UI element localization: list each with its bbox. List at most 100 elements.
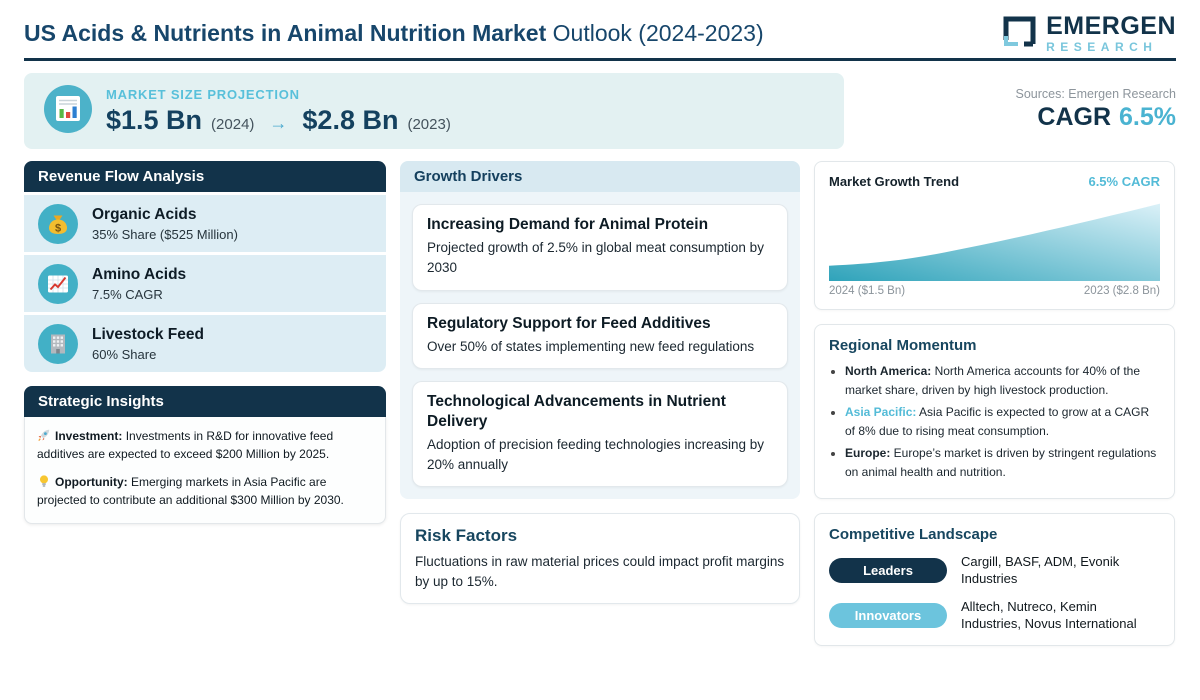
driver-card-animal-protein: Increasing Demand for Animal Protein Pro…: [412, 204, 788, 291]
driver-heading: Increasing Demand for Animal Protein: [427, 216, 709, 233]
innovators-badge: Innovators: [829, 602, 947, 628]
driver-card-technology: Technological Advancements in Nutrient D…: [412, 381, 788, 488]
trend-x-start: 2024 ($1.5 Bn): [829, 285, 906, 297]
leaders-row: Leaders Cargill, BASF, ADM, Evonik Indus…: [829, 553, 1160, 588]
revenue-item-detail: 60% Share: [92, 346, 157, 362]
risk-factors-title: Risk Factors: [415, 526, 518, 546]
top-row: MARKET SIZE PROJECTION $1.5 Bn (2024) → …: [24, 73, 1176, 149]
content-columns: Revenue Flow Analysis $ Organic Acids 35…: [24, 161, 1176, 660]
trend-title: Market Growth Trend: [829, 174, 960, 189]
logo-word-research: RESEARCH: [1046, 39, 1158, 54]
area-chart: [829, 203, 1160, 281]
leaders-badge: Leaders: [829, 557, 947, 583]
growth-drivers-panel: Growth Drivers Increasing Demand for Ani…: [400, 161, 800, 500]
competitive-landscape-card: Competitive Landscape Leaders Cargill, B…: [814, 512, 1175, 646]
driver-card-regulatory: Regulatory Support for Feed Additives Ov…: [412, 302, 788, 370]
region-label: North America:: [845, 364, 932, 378]
driver-heading: Regulatory Support for Feed Additives: [427, 314, 711, 332]
svg-text:$: $: [55, 222, 61, 234]
money-bag-icon: $: [38, 203, 78, 244]
year-2024: (2024): [211, 115, 255, 133]
lightbulb-icon: [39, 475, 49, 487]
revenue-item-detail: 7.5% CAGR: [92, 286, 163, 302]
region-text: North America accounts for 40% of the ma…: [845, 364, 1141, 397]
driver-text: Over 50% of states implementing new feed…: [427, 338, 755, 354]
insight-label: Investment:: [55, 429, 123, 443]
region-text: Europe’s market is driven by stringent r…: [845, 446, 1157, 479]
region-label: Europe:: [845, 446, 891, 461]
revenue-item-name: Amino Acids: [92, 265, 187, 283]
revenue-flow-header: Revenue Flow Analysis: [24, 161, 386, 192]
trend-header: Market Growth Trend 6.5% CAGR: [829, 174, 1160, 189]
leaders-companies: Cargill, BASF, ADM, Evonik Industries: [961, 553, 1120, 587]
insight-investment: Investment: Investments in R&D for innov…: [37, 427, 373, 463]
revenue-item-text: Amino Acids 7.5% CAGR: [92, 266, 186, 302]
region-label: Asia Pacific:: [845, 405, 917, 420]
region-europe: Europe: Europe’s market is driven by str…: [845, 444, 1160, 481]
page-title-market: US Acids & Nutrients in Animal Nutrition…: [24, 19, 547, 46]
risk-factors-text: Fluctuations in raw material prices coul…: [415, 554, 785, 589]
revenue-item-detail: 35% Share ($525 Million): [92, 226, 238, 242]
logo-word-emergen: EMERGEN: [1046, 11, 1176, 40]
trend-x-end: 2023 ($2.8 Bn): [1083, 285, 1160, 297]
driver-text: Projected growth of 2.5% in global meat …: [427, 240, 764, 275]
banner-label: MARKET SIZE PROJECTION: [106, 86, 300, 102]
header: US Acids & Nutrients in Animal Nutrition…: [24, 0, 1176, 53]
insight-opportunity: Opportunity: Emerging markets in Asia Pa…: [37, 473, 373, 509]
strategic-insights-panel: Strategic Insights Investment: Investmen…: [24, 386, 386, 524]
insight-text: Investments in R&D for innovative feed a…: [37, 429, 334, 461]
value-2023: $2.8 Bn: [302, 104, 399, 135]
driver-text: Adoption of precision feeding technologi…: [427, 437, 764, 472]
banner-values: $1.5 Bn (2024) → $2.8 Bn (2023): [106, 105, 451, 136]
bar-chart-icon: [44, 84, 92, 138]
cagr-label: CAGR: [1037, 103, 1112, 131]
market-growth-trend-card: Market Growth Trend 6.5% CAGR 2024 ($1.5…: [814, 161, 1175, 310]
revenue-item-organic-acids: $ Organic Acids 35% Share ($525 Million): [24, 195, 386, 252]
market-size-banner: MARKET SIZE PROJECTION $1.5 Bn (2024) → …: [24, 73, 844, 149]
revenue-item-amino-acids: Amino Acids 7.5% CAGR: [24, 255, 386, 312]
risk-factors-card: Risk Factors Fluctuations in raw materia…: [400, 513, 800, 605]
insight-label: Opportunity:: [55, 475, 128, 489]
page-title: US Acids & Nutrients in Animal Nutrition…: [24, 20, 764, 47]
cagr-value: 6.5%: [1119, 103, 1176, 131]
trend-cagr-badge: 6.5% CAGR: [1088, 174, 1160, 189]
regional-momentum-card: Regional Momentum North America: North A…: [814, 324, 1175, 499]
strategic-insights-header: Strategic Insights: [24, 386, 386, 417]
rocket-icon: [38, 429, 50, 441]
emergen-logo: EMERGEN RESEARCH: [998, 11, 1176, 56]
banner-text: MARKET SIZE PROJECTION $1.5 Bn (2024) → …: [106, 87, 451, 136]
growth-drivers-header: Growth Drivers: [400, 161, 800, 192]
middle-column: Growth Drivers Increasing Demand for Ani…: [400, 161, 800, 605]
office-building-icon: [38, 323, 78, 364]
header-divider: [24, 58, 1176, 61]
revenue-item-text: Organic Acids 35% Share ($525 Million): [92, 206, 238, 242]
region-north-america: North America: North America accounts fo…: [845, 362, 1160, 399]
page-title-outlook: Outlook (2024-2023): [546, 19, 764, 46]
region-text: Asia Pacific is expected to grow at a CA…: [845, 405, 1150, 438]
revenue-item-name: Livestock Feed: [92, 325, 204, 343]
sources-note: Sources: Emergen Research: [1015, 87, 1177, 101]
chart-increasing-icon: [38, 263, 78, 304]
growth-drivers-body: Increasing Demand for Animal Protein Pro…: [400, 192, 800, 500]
driver-heading: Technological Advancements in Nutrient D…: [427, 393, 726, 430]
arrow-right-icon: →: [269, 112, 288, 133]
cagr-line: CAGR 6.5%: [844, 103, 1176, 132]
innovators-row: Innovators Alltech, Nutreco, Kemin Indus…: [829, 598, 1160, 633]
innovators-companies: Alltech, Nutreco, Kemin Industries, Novu…: [961, 598, 1137, 632]
revenue-item-text: Livestock Feed 60% Share: [92, 326, 204, 362]
competitive-landscape-title: Competitive Landscape: [829, 525, 998, 543]
value-2024: $1.5 Bn: [106, 104, 203, 135]
region-asia-pacific: Asia Pacific: Asia Pacific is expected t…: [845, 403, 1160, 440]
logo-square-icon: [998, 11, 1038, 56]
year-2023: (2023): [407, 115, 451, 133]
right-column: Market Growth Trend 6.5% CAGR 2024 ($1.5…: [814, 161, 1175, 660]
revenue-item-livestock-feed: Livestock Feed 60% Share: [24, 315, 386, 372]
left-column: Revenue Flow Analysis $ Organic Acids 35…: [24, 161, 386, 524]
trend-axis-labels: 2024 ($1.5 Bn) 2023 ($2.8 Bn): [829, 285, 1160, 297]
insight-text: Emerging markets in Asia Pacific are pro…: [37, 475, 344, 507]
regional-momentum-title: Regional Momentum: [829, 337, 977, 354]
region-list: North America: North America accounts fo…: [829, 362, 1160, 482]
revenue-item-name: Organic Acids: [92, 205, 197, 223]
strategic-insights-body: Investment: Investments in R&D for innov…: [24, 417, 386, 524]
